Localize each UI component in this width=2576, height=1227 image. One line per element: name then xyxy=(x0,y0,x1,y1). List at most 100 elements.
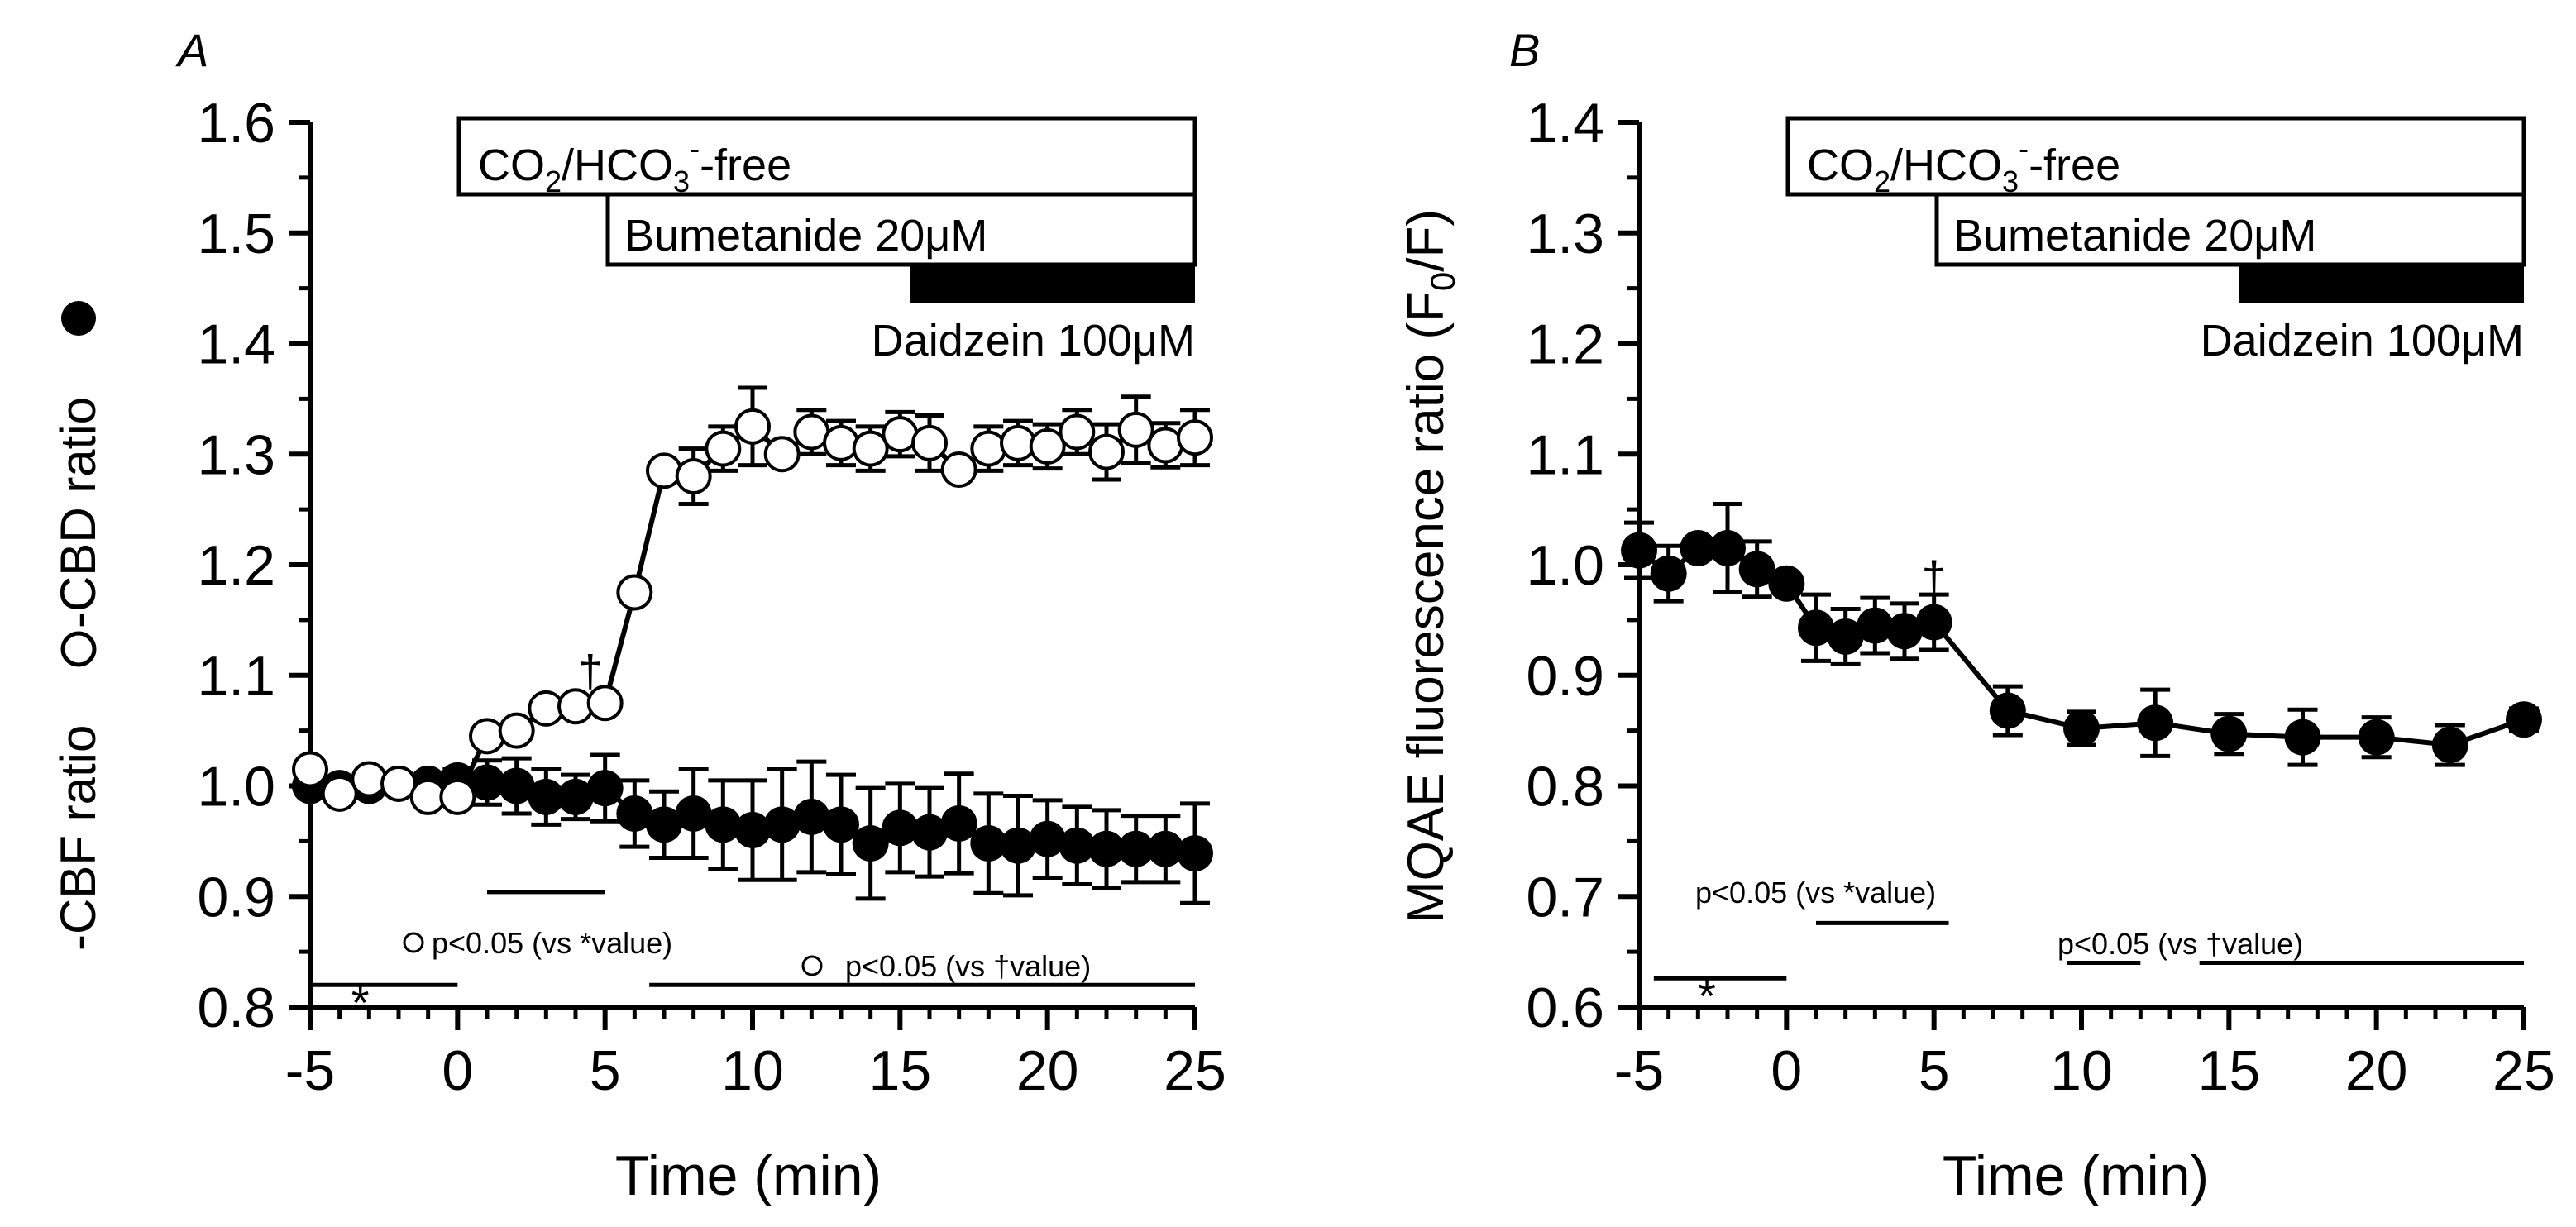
panel-b-bumetanide-bar xyxy=(1934,192,2526,267)
panel-a-letter: A xyxy=(175,24,208,76)
panel-b-series xyxy=(1621,501,2542,767)
panel-a-daidzein-label: Daidzein 100μM xyxy=(872,316,1195,365)
panel-a-xtick-label: -5 xyxy=(285,1039,335,1102)
panel-a-series-filled-point xyxy=(528,778,565,815)
panel-b-ytick-label: 0.7 xyxy=(1526,866,1604,929)
panel-a-series-filled-point xyxy=(852,825,889,862)
panel-a-series-filled-point xyxy=(1000,827,1036,864)
panel-b-co2-free-label: CO2/HCO3--free xyxy=(1807,131,2120,198)
panel-a-series-filled-point xyxy=(940,804,977,842)
panel-a-series-open-point xyxy=(586,685,624,722)
panel-b-axes: 0.6 0.7 0.8 0.9 1.0 1.1 1.2 1.3 1.4 -5 0 5 10 15 20 25 xyxy=(1526,92,2554,1102)
panel-a-xtick-label: 0 xyxy=(442,1039,473,1102)
panel-a-series-open-point xyxy=(1177,419,1213,456)
panel-a-series-filled-point xyxy=(1177,835,1213,872)
panel-a-series-open-point xyxy=(469,718,505,755)
panel-a-significance: * p<0.05 (vs *value) p<0.05 (vs †value) … xyxy=(310,647,1195,1029)
panel-b-ytick-label: 1.3 xyxy=(1526,203,1604,265)
panel-a-daidzein-bar xyxy=(910,263,1195,303)
panel-a-series-filled-point xyxy=(616,795,653,832)
panel-b-series-filled-point xyxy=(1857,607,1894,644)
panel-b-series-filled-point xyxy=(1989,692,2026,729)
panel-b-xtick-label: 0 xyxy=(1771,1039,1802,1102)
panel-b-bumetanide-label: Bumetanide 20μM xyxy=(1953,211,2316,260)
panel-a-ytick-label: 1.3 xyxy=(197,423,275,486)
panel-a-series-filled-point xyxy=(498,767,535,804)
panel-b-series-filled-point xyxy=(1621,532,1657,569)
panel-a-ylabel-filled: -CBF ratio xyxy=(50,725,106,951)
panel-a-sig2-open-circle-icon xyxy=(801,955,823,976)
panel-a-series-open-point xyxy=(321,775,358,812)
panel-a-xlabel: Time (min) xyxy=(615,1144,882,1207)
svg-text:-CBF ratio: -CBF ratio xyxy=(50,725,106,951)
panel-b-series-filled-point xyxy=(1798,609,1834,647)
panel-a-xtick-label: 15 xyxy=(869,1039,932,1102)
panel-b-series-filled-point xyxy=(2063,709,2100,747)
panel-a-series-open-line xyxy=(308,423,1196,800)
panel-b-series-filled-point xyxy=(1650,555,1687,592)
panel-a-series-open-point xyxy=(940,451,977,488)
panel-a-xtick-label: 25 xyxy=(1164,1039,1226,1102)
panel-b-significance: * p<0.05 (vs *value) p<0.05 (vs †value) … xyxy=(1653,552,2524,1022)
panel-a-bumetanide-bar xyxy=(605,192,1197,267)
panel-a-series-open-point xyxy=(380,765,417,802)
panel-a-series-filled-point xyxy=(1147,830,1184,867)
panel-a-xtick-label: 20 xyxy=(1016,1039,1079,1102)
panel-b-star: * xyxy=(1698,970,1716,1022)
panel-b-co2-free-bar xyxy=(1785,116,2526,197)
panel-a-ytick-label: 0.8 xyxy=(197,976,275,1039)
panel-a-series-open-point xyxy=(1000,424,1036,461)
panel-b-xlabel: Time (min) xyxy=(1943,1144,2209,1207)
panel-a-series-open-point xyxy=(351,761,388,798)
panel-a-sig1-open-circle-icon xyxy=(403,932,424,953)
panel-b-series-filled-point xyxy=(2284,719,2321,756)
panel-a-series-open-point xyxy=(498,712,535,749)
panel-a-ytick-label: 1.6 xyxy=(197,92,275,155)
panel-a-series-open-point xyxy=(763,436,801,473)
panel-a-series-open-point xyxy=(705,430,742,467)
panel-a-series-filled-point xyxy=(882,809,919,847)
panel-a-series-open-point xyxy=(1147,427,1184,464)
panel-a-series-filled-point xyxy=(793,798,830,835)
panel-b-daidzein-bar xyxy=(2239,263,2524,303)
panel-b-xtick-label: 15 xyxy=(2198,1039,2261,1102)
panel-a-series-open-point xyxy=(823,424,859,461)
panel-b-series-filled-point xyxy=(2137,704,2174,742)
panel-a-series-filled-point xyxy=(646,806,682,843)
panel-b-series-filled-point xyxy=(1738,551,1775,588)
panel-a-series-open-point xyxy=(675,458,712,494)
panel-b-series-filled-point xyxy=(1827,618,1864,655)
panel-a: A -CBF ratio -CBD ratio 0.8 0.9 1.0 1.1 1.2 1… xyxy=(50,24,1226,1207)
panel-a-series-open-point xyxy=(734,408,771,445)
panel-b-ytick-label: 1.1 xyxy=(1526,423,1604,486)
panel-b-series-filled-point xyxy=(2358,719,2395,756)
panel-a-series-open-point xyxy=(1088,433,1125,470)
panel-a-xtick-label: 5 xyxy=(590,1039,621,1102)
panel-a-ylabel-open: -CBD ratio xyxy=(50,397,106,628)
panel-b-xtick-label: -5 xyxy=(1614,1039,1664,1102)
panel-b-xtick-label: 5 xyxy=(1919,1039,1950,1102)
panel-b-ytick-label: 0.8 xyxy=(1526,756,1604,819)
panel-b-sig2-label: p<0.05 (vs †value) xyxy=(2057,927,2303,961)
panel-b-ytick-label: 0.6 xyxy=(1526,976,1604,1039)
panel-a-series-filled-point xyxy=(911,814,948,851)
panel-b-ytick-label: 1.2 xyxy=(1526,313,1604,376)
panel-a-series-open-point xyxy=(911,424,948,461)
panel-a-series-filled-point xyxy=(675,795,712,832)
panel-a-series-open-point xyxy=(616,574,653,611)
panel-b-ytick-label: 1.0 xyxy=(1526,534,1604,597)
panel-a-series xyxy=(292,385,1213,905)
panel-a-ytick-label: 1.0 xyxy=(197,756,275,819)
panel-b-ylabel: MQAE fluorescence ratio (F0/F) xyxy=(1398,209,1462,924)
panel-a-ytick-label: 1.5 xyxy=(197,203,275,265)
panel-b-ytick-label: 1.4 xyxy=(1526,92,1604,155)
panel-b-series-filled-point xyxy=(2431,727,2468,764)
panel-a-ytick-label: 1.1 xyxy=(197,645,275,708)
panel-a-series-filled-point xyxy=(469,764,505,801)
panel-a-sig2-label: p<0.05 (vs †value) xyxy=(845,949,1091,983)
open-circle-legend-icon xyxy=(60,631,97,667)
panel-b-series-filled-point xyxy=(1886,613,1923,650)
svg-text:-CBD ratio: -CBD ratio xyxy=(50,397,106,628)
panel-b-daidzein-label: Daidzein 100μM xyxy=(2201,316,2524,365)
